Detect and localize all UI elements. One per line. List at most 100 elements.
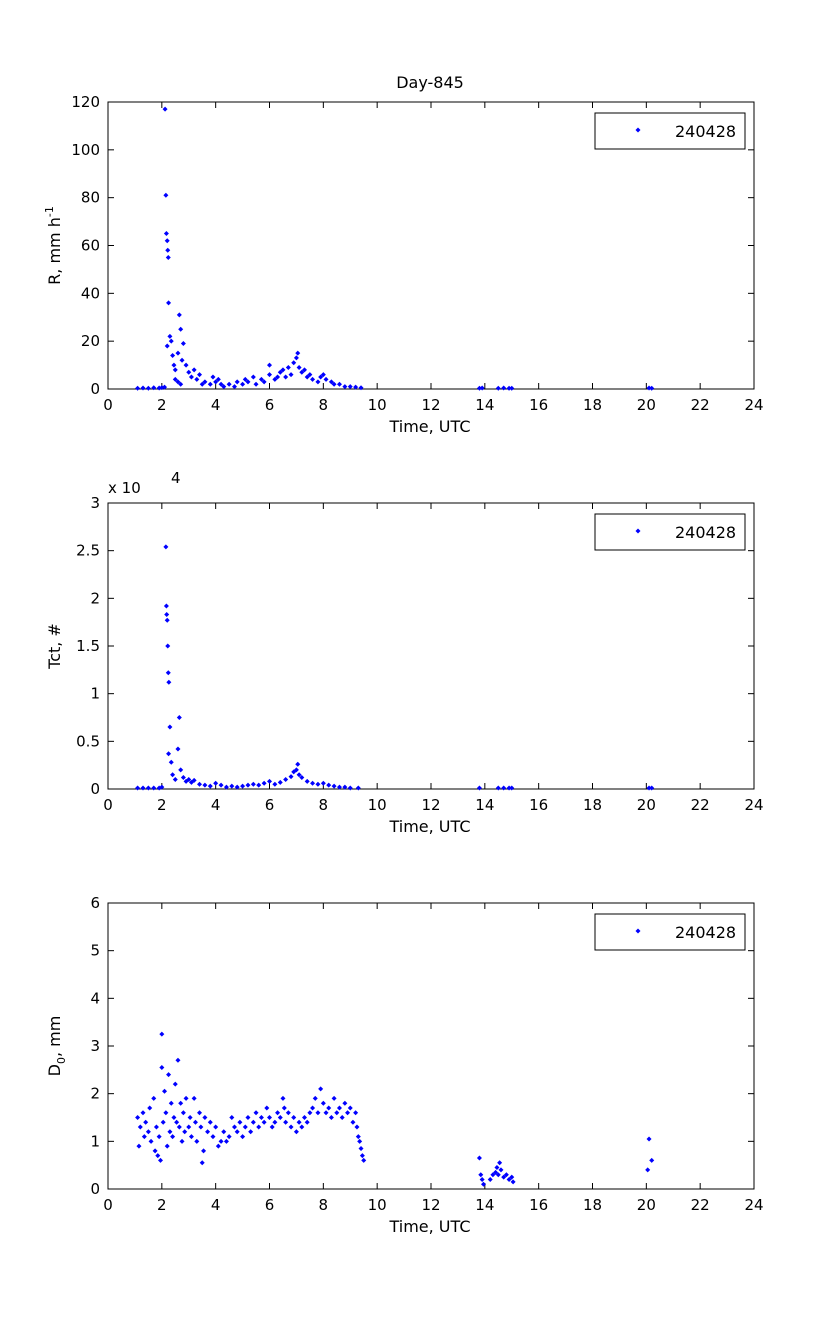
data-point [152,1148,158,1154]
data-point [250,374,256,380]
data-point [210,1134,216,1140]
data-point [355,785,361,791]
data-point [320,780,326,786]
data-point [165,247,171,253]
data-point [307,372,313,378]
data-point [336,1105,342,1111]
data-point [201,1148,207,1154]
y-axis-label: D0, mm [45,1016,68,1077]
data-point [245,1115,251,1120]
panel-2: 0 2 4 6 8 10 12 14 16 18 20 22 2400.511.522.53Time, … [45,469,764,836]
x-tick-label: 18 [583,396,602,414]
x-tick-label: 12 [421,396,440,414]
data-point [215,1143,221,1149]
y-tick-label: 120 [71,93,100,111]
data-point [646,785,652,791]
data-point [277,779,283,785]
data-point [250,1119,256,1125]
data-point [272,376,278,382]
x-tick-label: 10 [368,796,387,814]
data-point [288,1124,294,1130]
data-point [323,1110,329,1116]
x-tick-label: 22 [691,796,710,814]
data-point [166,679,172,685]
y-axis-label-sup: -1 [43,206,56,217]
legend-box [594,112,746,150]
data-point [164,617,170,623]
y-tick-label: 60 [81,237,100,255]
data-point [304,374,310,380]
data-point [318,374,324,380]
data-point [229,783,235,789]
data-point [293,767,299,773]
y-axis-label-rest: , mm [45,1016,64,1057]
x-tick-label: 10 [368,1196,387,1214]
data-point [165,670,171,676]
data-point [199,1160,205,1166]
data-point [250,781,256,787]
x-tick-label: 18 [583,1196,602,1214]
data-point [490,1172,496,1178]
y-tick-label: 1.5 [76,637,100,655]
data-point [188,374,194,380]
data-point [198,1124,204,1130]
data-point [194,1138,200,1144]
data-point [495,385,501,391]
data-point [221,384,227,390]
data-point [240,381,246,387]
data-point [172,376,178,382]
data-point [145,385,151,391]
y-tick-label: 3 [90,494,100,512]
data-point [137,1124,143,1130]
legend-marker [635,127,641,133]
data-point [199,381,205,387]
x-axis-label: Time, UTC [388,817,470,836]
series-240428 [135,106,655,391]
data-point [213,379,219,385]
data-point [307,1110,313,1116]
data-point [145,1129,151,1135]
data-point [163,1110,169,1116]
data-point [153,1124,159,1130]
y-axis-label: Tct, # [45,623,64,670]
data-point [476,1155,482,1161]
y-tick-label: 0 [90,1180,100,1198]
data-point [509,385,515,391]
data-point [645,1167,651,1173]
data-point [167,724,173,730]
data-point [353,1110,359,1116]
x-axis-label: Time, UTC [388,1217,470,1236]
data-point [171,362,177,368]
y-exponent-sup: 4 [171,469,181,487]
data-point [312,1095,318,1101]
data-point [506,385,512,391]
data-point [213,1124,219,1130]
x-tick-label: 6 [265,396,275,414]
data-point [226,1134,232,1140]
data-point [183,1095,189,1101]
data-point [156,1134,162,1140]
data-point [176,1124,182,1130]
data-point [296,772,302,778]
data-point [283,776,289,782]
x-tick-label: 6 [265,1196,275,1214]
data-point [293,355,299,361]
data-point [157,1157,163,1163]
data-point [296,1119,302,1125]
y-tick-label: 0 [90,780,100,798]
data-point [191,367,197,373]
data-point [359,1153,365,1159]
data-point [318,1086,324,1092]
data-point [194,376,200,382]
data-point [503,1172,509,1178]
data-point [159,1031,165,1037]
data-point [283,1119,289,1125]
data-point [354,1124,360,1130]
data-point [326,782,332,788]
data-point [334,1110,340,1116]
x-tick-label: 12 [421,1196,440,1214]
data-point [166,751,172,757]
data-point [258,376,264,382]
data-point [180,341,186,347]
data-point [197,372,203,378]
